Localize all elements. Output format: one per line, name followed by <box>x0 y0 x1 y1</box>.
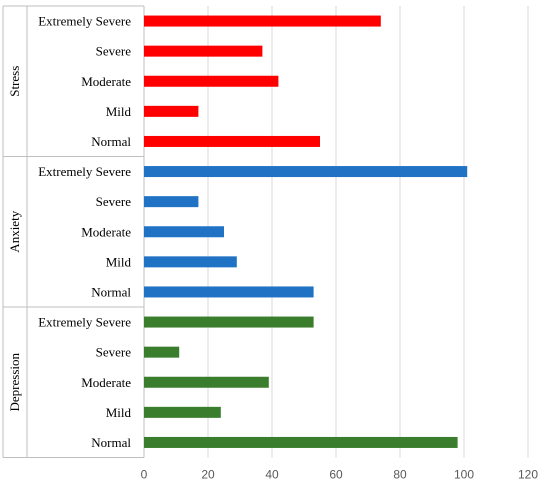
bar-anxiety-extremely-severe <box>144 166 468 178</box>
category-label: Severe <box>96 194 132 209</box>
category-label: Extremely Severe <box>38 164 131 179</box>
tick-layer: 0 20 40 60 80 100 120 <box>141 468 539 482</box>
x-tick-label: 0 <box>141 468 148 482</box>
category-label: Moderate <box>81 74 131 89</box>
category-label: Normal <box>91 134 131 149</box>
bar-anxiety-mild <box>144 256 237 268</box>
category-label: Mild <box>106 104 132 119</box>
category-label: Extremely Severe <box>38 14 131 29</box>
group-label-depression: Depression <box>7 353 22 412</box>
bar-anxiety-moderate <box>144 226 224 238</box>
bar-stress-mild <box>144 105 199 117</box>
x-tick-label: 20 <box>201 468 215 482</box>
bar-stress-extremely-severe <box>144 15 381 27</box>
category-label: Mild <box>106 254 132 269</box>
bar-depression-extremely-severe <box>144 316 314 328</box>
group-label-stress: Stress <box>7 66 22 97</box>
category-label: Severe <box>96 345 132 360</box>
category-label: Moderate <box>81 224 131 239</box>
bar-anxiety-severe <box>144 196 199 208</box>
bar-depression-severe <box>144 346 180 358</box>
category-label: Normal <box>91 435 131 450</box>
category-label: Severe <box>96 44 132 59</box>
bar-anxiety-normal <box>144 286 314 298</box>
bar-stress-severe <box>144 45 263 57</box>
bar-layer <box>144 15 468 448</box>
x-tick-label: 100 <box>454 468 474 482</box>
group-label-anxiety: Anxiety <box>7 210 22 252</box>
x-tick-label: 80 <box>393 468 407 482</box>
bar-stress-moderate <box>144 75 279 87</box>
category-label: Normal <box>91 284 131 299</box>
category-label: Mild <box>106 405 132 420</box>
x-tick-label: 40 <box>265 468 279 482</box>
category-label: Moderate <box>81 375 131 390</box>
bar-depression-mild <box>144 406 221 418</box>
bar-depression-normal <box>144 436 458 448</box>
label-layer: Stress Extremely Severe Severe Moderate Mild… <box>7 14 131 450</box>
bar-stress-normal <box>144 135 320 147</box>
bar-depression-moderate <box>144 376 269 388</box>
x-tick-label: 60 <box>329 468 343 482</box>
x-tick-label: 120 <box>518 468 538 482</box>
category-label: Extremely Severe <box>38 315 131 330</box>
